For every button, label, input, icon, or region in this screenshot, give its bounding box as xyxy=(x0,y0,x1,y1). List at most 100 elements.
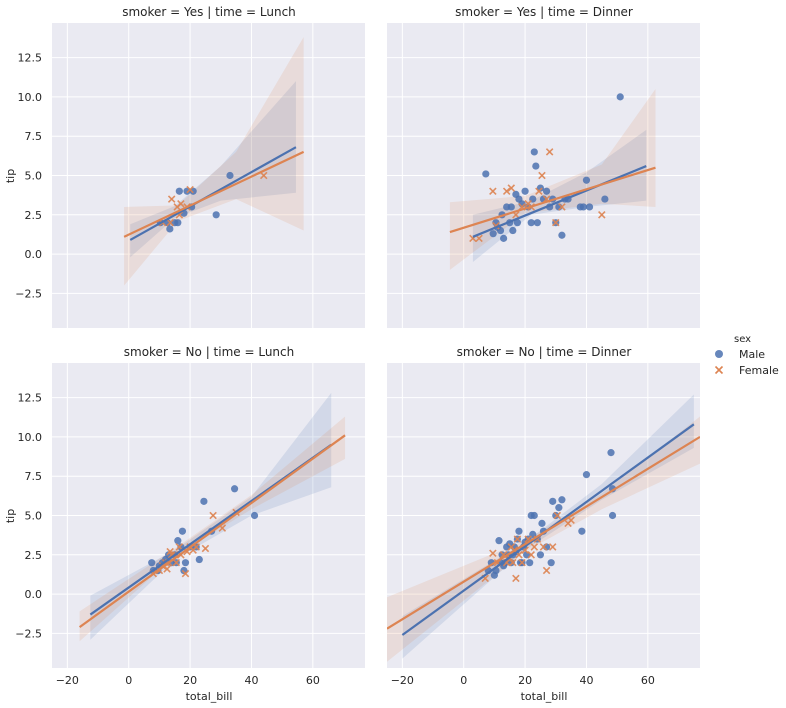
regression-line-male xyxy=(472,165,647,238)
marker-stroke xyxy=(259,171,268,180)
regression-line-female xyxy=(449,166,656,234)
data-point-female xyxy=(186,185,194,194)
marker-stroke xyxy=(548,543,557,551)
data-point-male xyxy=(195,555,203,564)
data-point-female xyxy=(598,211,606,219)
confidence-band-female xyxy=(387,416,700,662)
data-point-male xyxy=(178,527,187,535)
data-point-female xyxy=(535,187,543,195)
marker-stroke xyxy=(542,195,551,203)
marker-stroke xyxy=(181,569,190,578)
marker-stroke xyxy=(545,148,554,156)
legend-marker-male xyxy=(715,350,723,358)
data-point-male xyxy=(549,497,557,505)
data-point-male xyxy=(527,219,535,227)
marker-stroke xyxy=(175,211,184,219)
marker-stroke xyxy=(513,535,522,543)
data-point-female xyxy=(172,558,181,567)
data-point-male xyxy=(530,511,538,520)
data-point-male xyxy=(148,559,156,567)
data-point-female xyxy=(530,543,539,551)
marker-stroke xyxy=(512,574,520,583)
plot-area xyxy=(387,23,700,328)
data-point-female xyxy=(201,544,210,553)
panel-title: smoker = Yes | time = Dinner xyxy=(455,5,633,19)
marker-stroke xyxy=(166,218,174,227)
data-point-male xyxy=(495,537,503,545)
x-tick-label: −20 xyxy=(56,674,79,687)
legend-title: sex xyxy=(734,334,751,345)
data-point-male xyxy=(532,162,540,170)
confidence-band-male xyxy=(90,392,332,640)
data-point-male xyxy=(542,187,551,195)
marker-stroke xyxy=(177,200,185,208)
data-point-male xyxy=(226,171,234,180)
data-point-female xyxy=(166,218,174,227)
confidence-band-male xyxy=(402,394,694,659)
confidence-band-male xyxy=(472,129,647,262)
legend: sex Male Female xyxy=(714,334,779,377)
marker-stroke xyxy=(521,546,529,554)
marker-stroke xyxy=(209,511,217,520)
x-tick-label: 20 xyxy=(183,674,197,687)
x-tick-label: 40 xyxy=(244,674,258,687)
y-tick-label: 5.0 xyxy=(25,510,43,523)
data-point-male xyxy=(513,219,522,227)
data-point-male xyxy=(515,527,523,535)
marker-stroke xyxy=(166,547,174,556)
marker-stroke xyxy=(186,185,194,194)
marker-stroke xyxy=(218,524,227,532)
data-point-male xyxy=(533,219,541,227)
marker-stroke xyxy=(530,543,539,551)
panel-smoker-yes-lunch: smoker = Yes | time = Lunch tip −2.5 0.0 2… xyxy=(4,5,365,328)
marker-stroke xyxy=(598,211,606,219)
data-point-male xyxy=(212,211,220,219)
marker-stroke xyxy=(538,171,546,180)
data-point-male xyxy=(607,449,615,457)
data-point-female xyxy=(552,218,560,227)
data-point-female xyxy=(183,547,191,556)
y-tick-label: 2.5 xyxy=(25,209,43,222)
marker-stroke xyxy=(183,547,191,556)
marker-stroke xyxy=(542,566,551,575)
data-point-male xyxy=(530,148,538,156)
data-point-male xyxy=(174,219,182,227)
data-point-male xyxy=(507,203,515,211)
marker-stroke xyxy=(524,535,532,543)
legend-marker-female xyxy=(714,365,724,375)
panel-smoker-no-dinner: smoker = No | time = Dinner total_bill −… xyxy=(387,345,700,703)
data-point-female xyxy=(509,558,517,567)
data-point-male xyxy=(608,511,617,520)
marker-stroke xyxy=(172,558,181,567)
data-point-female xyxy=(507,184,516,192)
series-layer xyxy=(387,394,700,662)
marker-stroke xyxy=(552,218,560,227)
data-point-female xyxy=(548,543,557,551)
data-point-male xyxy=(582,176,591,184)
data-point-female xyxy=(512,574,520,583)
data-point-female xyxy=(209,511,217,520)
x-tick-label: 0 xyxy=(125,674,132,687)
data-point-male xyxy=(181,559,190,567)
x-tick-label: 0 xyxy=(460,674,467,687)
data-point-female xyxy=(518,558,526,567)
y-tick-label: 12.5 xyxy=(18,52,43,65)
marker-stroke xyxy=(163,565,171,573)
data-point-male xyxy=(500,234,508,242)
data-point-male xyxy=(616,93,624,101)
marker-stroke xyxy=(515,551,523,559)
marker-stroke xyxy=(201,544,210,553)
marker-stroke xyxy=(535,187,543,195)
data-point-male xyxy=(555,504,563,512)
y-tick-label: −2.5 xyxy=(15,287,42,300)
marker-stroke xyxy=(518,558,526,567)
data-point-male xyxy=(601,195,609,203)
data-point-male xyxy=(521,187,529,195)
marker-stroke xyxy=(539,543,548,551)
panel-title: smoker = Yes | time = Lunch xyxy=(122,5,296,19)
plot-area xyxy=(52,363,365,668)
data-point-female xyxy=(489,187,497,195)
x-tick-label: −20 xyxy=(391,674,414,687)
data-point-male xyxy=(578,527,586,535)
marker-stroke xyxy=(558,203,566,211)
